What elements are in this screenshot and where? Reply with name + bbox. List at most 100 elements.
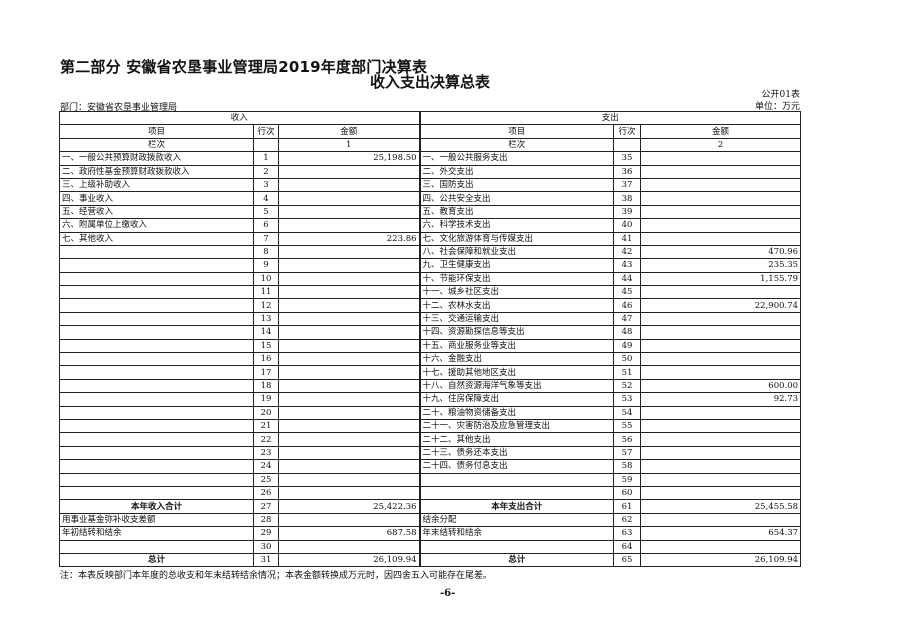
income-item: [59, 392, 254, 407]
expense-row-no: 50: [613, 352, 642, 367]
income-item: [59, 311, 254, 327]
income-row-no: 18: [253, 378, 279, 394]
expense-amount: [640, 352, 802, 367]
table-row: 15 十五、商业服务业等支出 49: [59, 338, 802, 354]
income-amount: [277, 418, 421, 434]
expense-amount: [640, 151, 802, 166]
department-label: 部门：安徽省农垦事业管理局: [60, 103, 178, 113]
income-amount: [277, 378, 421, 394]
expense-amount: [640, 191, 802, 206]
expense-row-no: 55: [613, 418, 642, 434]
expense-row-no: 44: [613, 271, 642, 287]
income-row-no: 20: [253, 405, 279, 420]
table-row: 21 二十一、灾害防治及应急管理支出 55: [59, 418, 802, 434]
expense-row-no: 47: [613, 311, 642, 327]
income-row-no: 10: [253, 271, 279, 287]
table-row: 12 十二、农林水支出 46 22,900.74: [59, 298, 802, 313]
income-amount: [277, 285, 421, 300]
table-row: 24 二十四、债务付息支出 58: [59, 459, 802, 474]
expense-amount: [640, 432, 802, 447]
expense-row-no: 42: [613, 244, 642, 260]
expense-amount: 470.96: [640, 244, 802, 260]
table-row: 20 二十、粮油物资储备支出 54: [59, 405, 802, 420]
income-row-no: 6: [253, 218, 279, 233]
income-row-no: 13: [253, 311, 279, 327]
expense-amount: [640, 164, 802, 179]
expense-item: 九、卫生健康支出: [419, 258, 615, 273]
income-amount: [277, 539, 421, 554]
income-amount: [277, 338, 421, 354]
income-amount: [277, 191, 421, 206]
income-row-no: 14: [253, 325, 279, 340]
table-row: 五、经营收入 5 五、教育支出 39: [59, 204, 802, 220]
expense-row-no: 63: [613, 526, 642, 541]
income-row-no: 15: [253, 338, 279, 354]
expense-amount: 22,900.74: [640, 298, 802, 313]
income-item: [59, 271, 254, 287]
table-row: 9 九、卫生健康支出 43 235.35: [59, 258, 802, 273]
table-row: 22 二十二、其他支出 56: [59, 432, 802, 447]
income-item: 本年收入合计: [59, 499, 254, 514]
expense-row-no: 41: [613, 231, 642, 246]
income-amount: [277, 204, 421, 220]
income-row-no: 19: [253, 392, 279, 407]
income-row-no: 17: [253, 365, 279, 380]
expense-amount: [640, 231, 802, 246]
income-amount: [277, 244, 421, 260]
expense-row-no: 65: [613, 552, 642, 568]
table-row: 总计 31 26,109.94 总计 65 26,109.94: [59, 552, 802, 568]
table-row: 一、一般公共预算财政拨款收入 1 25,198.50 一、一般公共服务支出 35: [59, 151, 802, 166]
expense-row-no: 54: [613, 405, 642, 420]
table-row: 19 十九、住房保障支出 53 92.73: [59, 392, 802, 407]
income-item: 年初结转和结余: [59, 526, 254, 541]
table-row: 11 十一、城乡社区支出 45: [59, 285, 802, 300]
expense-row-no: 62: [613, 512, 642, 528]
expense-item: 十三、交通运输支出: [419, 311, 615, 327]
income-row-no: 8: [253, 244, 279, 260]
expense-row-no: 37: [613, 177, 642, 193]
expense-item: 十四、资源勘探信息等支出: [419, 325, 615, 340]
expense-item: [419, 485, 615, 501]
expense-row-no: 39: [613, 204, 642, 220]
expense-row-no: 59: [613, 472, 642, 487]
expense-column-index: 2: [640, 137, 802, 153]
table-row: 16 十六、金融支出 50: [59, 352, 802, 367]
table-row: 年初结转和结余 29 687.58 年末结转和结余 63 654.37: [59, 526, 802, 541]
income-amount: [277, 459, 421, 474]
expense-amount: 92.73: [640, 392, 802, 407]
expense-amount: [640, 311, 802, 327]
income-column-index: 1: [277, 137, 421, 153]
income-item: 用事业基金弥补收支差额: [59, 512, 254, 528]
table-row: 六、附属单位上缴收入 6 六、科学技术支出 40: [59, 218, 802, 233]
expense-amount: [640, 445, 802, 461]
table-row: 18 十八、自然资源海洋气象等支出 52 600.00: [59, 378, 802, 394]
expense-item: 二十三、债务还本支出: [419, 445, 615, 461]
column-index-row: 栏次 1 栏次 2: [59, 137, 802, 153]
expense-amount: [640, 285, 802, 300]
income-row-no: 27: [253, 499, 279, 514]
expense-header: 支出: [419, 110, 802, 126]
expense-item: 五、教育支出: [419, 204, 615, 220]
income-row-no: 21: [253, 418, 279, 434]
table-row: 13 十三、交通运输支出 47: [59, 311, 802, 327]
income-amount: 26,109.94: [277, 552, 421, 568]
table-row: 本年收入合计 27 25,422.36 本年支出合计 61 25,455.58: [59, 499, 802, 514]
expense-row-no: 49: [613, 338, 642, 354]
income-column-label: 栏次: [59, 137, 254, 153]
expense-item: 十六、金融支出: [419, 352, 615, 367]
table-row: 用事业基金弥补收支差额 28 结余分配 62: [59, 512, 802, 528]
table-row: 10 十、节能环保支出 44 1,155.79: [59, 271, 802, 287]
unit-label: 单位：万元: [754, 102, 800, 112]
income-amount: 223.86: [277, 231, 421, 246]
income-row-no: 16: [253, 352, 279, 367]
expense-row-no: 57: [613, 445, 642, 461]
expense-row-no: 56: [613, 432, 642, 447]
income-amount: [277, 164, 421, 179]
income-amount: [277, 472, 421, 487]
income-row-no: 11: [253, 285, 279, 300]
expense-item: 十九、住房保障支出: [419, 392, 615, 407]
expense-item: 十、节能环保支出: [419, 271, 615, 287]
expense-row-no: 48: [613, 325, 642, 340]
income-amount: [277, 405, 421, 420]
income-amount: [277, 445, 421, 461]
